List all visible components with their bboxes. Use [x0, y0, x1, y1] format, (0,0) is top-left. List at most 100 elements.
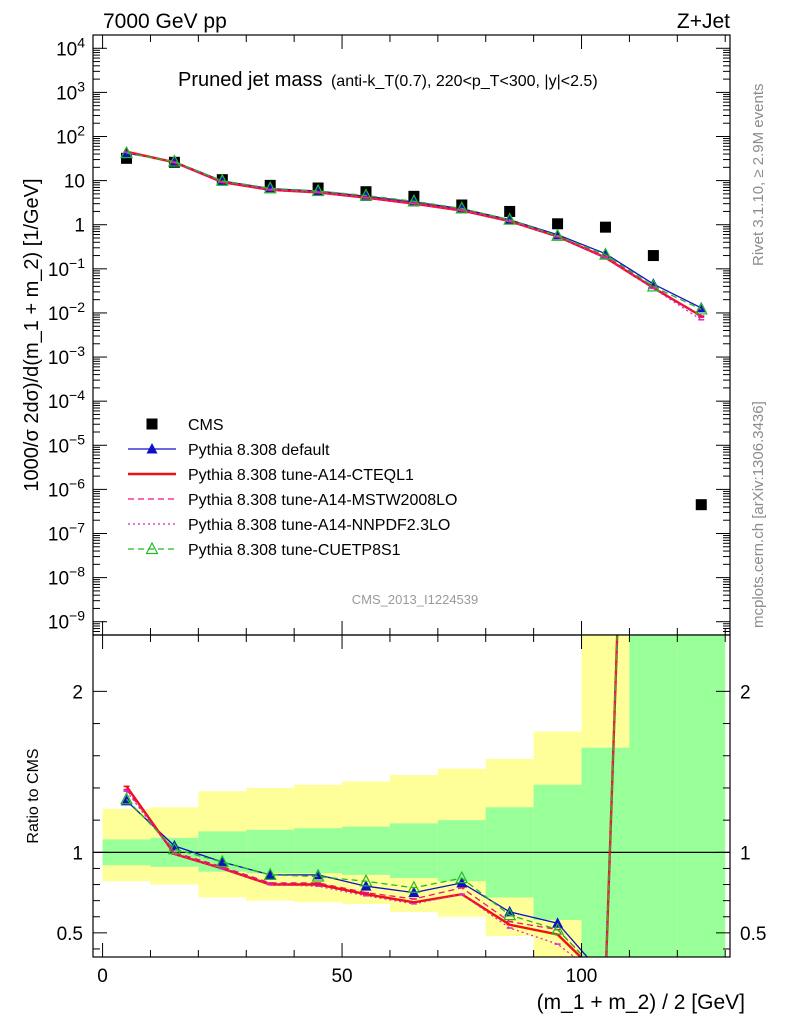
main-data-point: [503, 212, 517, 225]
ratio-data-point: [551, 922, 565, 935]
main-data-point: [455, 201, 469, 214]
uncertainty-band-green: [629, 635, 678, 957]
main-series-line: [126, 152, 702, 309]
main-y-tick-label: 10−5: [48, 431, 85, 457]
main-data-point: [504, 205, 516, 217]
main-data-point: [121, 152, 133, 164]
ratio-y-tick-label-left: 0.5: [57, 924, 83, 945]
main-y-tick-label: 10−8: [48, 564, 85, 590]
main-y-tick-label: 1: [74, 216, 85, 237]
main-plot-layer: [120, 145, 708, 511]
ratio-axis-ticks: 0.5 0.5 1 1 2 2 0 50 100: [57, 635, 766, 987]
main-data-point: [263, 180, 277, 194]
x-tick-label: 0: [97, 966, 108, 987]
legend-entry: Pythia 8.308 tune-CUETP8S1: [128, 541, 401, 559]
ratio-series-4: [120, 635, 618, 957]
rivet-version-label: Rivet 3.1.10, ≥ 2.9M events: [750, 84, 767, 267]
ratio-data-point: [264, 868, 276, 880]
main-series-5: [120, 145, 708, 315]
ratio-series-line: [126, 635, 618, 957]
legend-label: Pythia 8.308 tune-A14-NNPDF2.3LO: [188, 517, 450, 534]
ratio-data-point: [167, 841, 181, 855]
main-y-tick-label: 10−3: [48, 343, 85, 369]
main-y-tick-label: 103: [56, 78, 85, 104]
ratio-data-point: [455, 870, 469, 884]
main-data-point: [552, 218, 564, 230]
ratio-series-2: [123, 635, 618, 957]
main-data-point: [215, 173, 229, 186]
ratio-data-point: [503, 907, 517, 921]
header-left-label: 7000 GeV pp: [103, 10, 227, 33]
ratio-y-axis-label: Ratio to CMS: [25, 748, 42, 843]
main-data-point: [599, 221, 611, 233]
legend-label: Pythia 8.308 tune-A14-CTEQL1: [188, 467, 414, 484]
main-y-tick-label: 10−9: [48, 608, 85, 634]
main-data-point: [551, 228, 565, 241]
main-y-tick-label: 10: [64, 172, 85, 193]
main-data-point: [359, 188, 373, 201]
legend-entry: Pythia 8.308 tune-A14-NNPDF2.3LO: [128, 517, 450, 534]
legend-marker: [146, 443, 158, 454]
uncertainty-band-green: [342, 826, 390, 875]
legend-label: Pythia 8.308 tune-A14-MSTW2008LO: [188, 492, 457, 509]
ratio-y-tick-label-right: 0.5: [740, 924, 766, 945]
main-y-tick-label: 104: [56, 34, 85, 60]
legend-entry: Pythia 8.308 tune-A14-MSTW2008LO: [128, 492, 457, 509]
legend-entry: Pythia 8.308 tune-A14-CTEQL1: [128, 467, 414, 484]
main-y-tick-label: 10−4: [48, 387, 85, 413]
ratio-series-3: [123, 635, 618, 957]
header-right-label: Z+Jet: [677, 10, 730, 33]
analysis-id-watermark: CMS_2013_I1224539: [352, 592, 479, 607]
ratio-data-point: [216, 856, 228, 867]
ratio-y-tick-label-right: 2: [740, 682, 751, 703]
main-data-point: [646, 279, 660, 292]
legend-label: Pythia 8.308 tune-CUETP8S1: [188, 542, 401, 559]
main-y-tick-label: 10−1: [48, 255, 85, 281]
uncertainty-band-green: [677, 635, 726, 957]
ratio-data-point: [263, 867, 277, 880]
uncertainty-band-green: [294, 828, 343, 874]
uncertainty-band-green: [389, 823, 438, 879]
x-tick-label: 50: [331, 966, 352, 987]
main-y-tick-label: 102: [56, 123, 85, 149]
legend-label: Pythia 8.308 default: [188, 442, 330, 459]
main-panel: 10410310210110−110−210−310−410−510−610−7…: [21, 34, 731, 636]
ratio-plot-layer: [93, 635, 730, 957]
main-data-point: [167, 154, 181, 167]
main-series-2: [123, 150, 705, 318]
x-tick-label: 100: [566, 966, 598, 987]
main-data-point: [694, 302, 708, 315]
ratio-panel: 0.5 0.5 1 1 2 2 0 50 100 Ratio to CMS (m_1 + m_2…: [25, 634, 766, 1014]
ratio-y-tick-label-right: 1: [740, 843, 751, 864]
ratio-data-point: [359, 874, 373, 887]
main-y-axis-label: 1000/σ 2dσ)/d(m_1 + m_2) [1/GeV]: [21, 178, 43, 491]
ratio-panel-frame: [92, 634, 731, 958]
ratio-data-point: [215, 854, 229, 868]
main-data-point: [120, 145, 134, 159]
uncertainty-band-green: [246, 829, 295, 874]
main-title: Pruned jet mass (anti-k_T(0.7), 220<p_T<…: [178, 69, 598, 91]
main-series-1: [121, 147, 707, 313]
main-title-text: Pruned jet mass: [178, 69, 323, 91]
ratio-y-tick-label-left: 1: [72, 843, 83, 864]
main-series-line: [126, 152, 702, 311]
legend-marker: [146, 418, 158, 430]
ratio-data-point: [311, 869, 325, 882]
mcplots-label: mcplots.cern.ch [arXiv:1306.3436]: [750, 401, 767, 628]
legend-entry: CMS: [146, 417, 224, 434]
main-axis-ticks: 10410310210110−110−210−310−410−510−610−7…: [48, 34, 730, 636]
legend-marker: [145, 541, 159, 555]
main-data-point: [598, 247, 612, 260]
ratio-data-point: [407, 880, 421, 893]
main-data-point: [407, 193, 421, 207]
main-title-subtext: (anti-k_T(0.7), 220<p_T<300, |y|<2.5): [331, 73, 598, 90]
legend-entry: Pythia 8.308 default: [128, 442, 330, 459]
x-axis-label: (m_1 + m_2) / 2 [GeV]: [537, 991, 745, 1014]
legend: CMS Pythia 8.308 default Pythia 8.308 tune…: [128, 417, 457, 559]
main-y-tick-label: 10−6: [48, 475, 85, 501]
main-data-point: [311, 183, 325, 197]
ratio-y-tick-label-left: 2: [72, 682, 83, 703]
ratio-data-point: [120, 791, 134, 805]
main-y-tick-label: 10−7: [48, 519, 85, 545]
